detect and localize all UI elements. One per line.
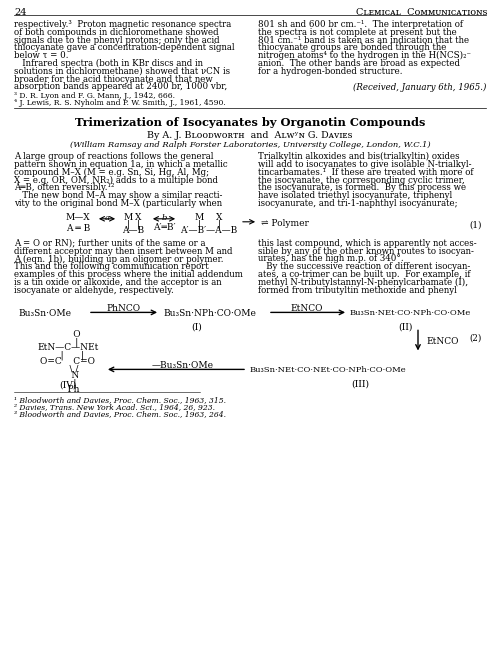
Text: X = e.g. OR, OM, NR₂) adds to a multiple bond: X = e.g. OR, OM, NR₂) adds to a multiple…	[14, 176, 218, 185]
Text: is a tin oxide or alkoxide, and the acceptor is an: is a tin oxide or alkoxide, and the acce…	[14, 278, 222, 287]
Text: This and the following communication report: This and the following communication rep…	[14, 262, 209, 271]
Text: ³ Bloodworth and Davies, Proc. Chem. Soc., 1963, 264.: ³ Bloodworth and Davies, Proc. Chem. Soc…	[14, 411, 226, 419]
Text: EtNCO: EtNCO	[426, 337, 458, 346]
Text: b: b	[162, 214, 166, 222]
Text: nitrogen atoms⁴ to the hydrogen in the H(NCS)₂⁻: nitrogen atoms⁴ to the hydrogen in the H…	[258, 51, 471, 60]
Text: EtN—C—NEt: EtN—C—NEt	[38, 343, 98, 352]
Text: A′—B′—A—B: A′—B′—A—B	[180, 226, 238, 234]
Text: for a hydrogen-bonded structure.: for a hydrogen-bonded structure.	[258, 67, 402, 76]
Text: Bu₃Sn·NEt·CO·NEt·CO·NPh·CO·OMe: Bu₃Sn·NEt·CO·NEt·CO·NPh·CO·OMe	[250, 366, 406, 375]
Text: (1): (1)	[470, 221, 482, 230]
Text: formed from tributyltin methoxide and phenyl: formed from tributyltin methoxide and ph…	[258, 286, 457, 295]
Text: compound M–X (M = e.g. Sn, Si, Hg, Al, Mg;: compound M–X (M = e.g. Sn, Si, Hg, Al, M…	[14, 168, 209, 177]
Text: |      |: | |	[52, 350, 84, 360]
Text: Bu₃Sn·NPh·CO·OMe: Bu₃Sn·NPh·CO·OMe	[163, 309, 256, 318]
Text: different acceptor may then insert between M and: different acceptor may then insert betwe…	[14, 246, 232, 255]
Text: ³ D. R. Lyon and F. G. Mann, J., 1942, 666.: ³ D. R. Lyon and F. G. Mann, J., 1942, 6…	[14, 92, 175, 100]
Text: the spectra is not complete at present but the: the spectra is not complete at present b…	[258, 28, 457, 37]
Text: a: a	[104, 214, 110, 222]
Text: urates, has the high m.p. of 340°.: urates, has the high m.p. of 340°.	[258, 254, 404, 263]
Text: M—X: M—X	[66, 213, 90, 222]
Text: PhNCO: PhNCO	[107, 305, 141, 313]
Text: |: |	[136, 220, 140, 229]
Text: Bu₃Sn·OMe: Bu₃Sn·OMe	[18, 309, 71, 318]
Text: 801 cm.⁻¹ band is taken as an indication that the: 801 cm.⁻¹ band is taken as an indication…	[258, 35, 469, 45]
Text: A—B: A—B	[122, 226, 144, 234]
Text: M: M	[124, 213, 132, 222]
Text: EtNCO: EtNCO	[291, 305, 323, 313]
Text: A ═ B: A ═ B	[66, 224, 90, 233]
Text: 24: 24	[14, 8, 26, 17]
Text: below τ = 0.: below τ = 0.	[14, 51, 68, 60]
Text: A═B, often reversibly.¹²: A═B, often reversibly.¹²	[14, 183, 114, 193]
Text: |: |	[126, 220, 130, 229]
Text: Ph: Ph	[56, 385, 80, 394]
Text: will add to isocyanates to give isolable N-trialkyl-: will add to isocyanates to give isolable…	[258, 160, 472, 169]
Text: broader for the acid thiocyanate and that new: broader for the acid thiocyanate and tha…	[14, 75, 213, 84]
Text: this last compound, which is apparently not acces-: this last compound, which is apparently …	[258, 239, 476, 248]
Text: thiocyanate gave a concentration-dependent signal: thiocyanate gave a concentration-depende…	[14, 43, 234, 52]
Text: the isocyanate, the corresponding cyclic trimer,: the isocyanate, the corresponding cyclic…	[258, 176, 465, 185]
Text: solutions in dichloromethane) showed that νCN is: solutions in dichloromethane) showed tha…	[14, 67, 230, 76]
Text: |: |	[198, 220, 200, 229]
Text: A (eqn. 1b), building up an oligomer or polymer.: A (eqn. 1b), building up an oligomer or …	[14, 254, 224, 263]
Text: A′═B′: A′═B′	[153, 223, 176, 232]
Text: (III): (III)	[351, 379, 369, 388]
Text: thiocyanate groups are bonded through the: thiocyanate groups are bonded through th…	[258, 43, 446, 52]
Text: 801 sh and 600 br cm.⁻¹.  The interpretation of: 801 sh and 600 br cm.⁻¹. The interpretat…	[258, 20, 463, 29]
Text: Infrared spectra (both in KBr discs and in: Infrared spectra (both in KBr discs and …	[14, 59, 203, 68]
Text: the isocyanurate, is formed.  By this process we: the isocyanurate, is formed. By this pro…	[258, 183, 466, 193]
Text: respectively.³  Proton magnetic resonance spectra: respectively.³ Proton magnetic resonance…	[14, 20, 231, 29]
Text: methyl N-tributylstannyl-N-phenylcarbamate (I),: methyl N-tributylstannyl-N-phenylcarbama…	[258, 278, 468, 287]
Text: ⇌ Polymer: ⇌ Polymer	[261, 219, 309, 228]
Text: O: O	[56, 330, 80, 339]
Text: isocyanurate, and tri-1-naphthyl isocyanurate;: isocyanurate, and tri-1-naphthyl isocyan…	[258, 199, 458, 208]
Text: Bu₃Sn·NEt·CO·NPh·CO·OMe: Bu₃Sn·NEt·CO·NPh·CO·OMe	[350, 309, 471, 318]
Text: (IV): (IV)	[60, 381, 76, 390]
Text: |: |	[218, 220, 220, 229]
Text: ¹ Bloodworth and Davies, Proc. Chem. Soc., 1963, 315.: ¹ Bloodworth and Davies, Proc. Chem. Soc…	[14, 396, 226, 404]
Text: signals due to the phenyl protons; only the acid: signals due to the phenyl protons; only …	[14, 35, 220, 45]
Text: X: X	[135, 213, 141, 222]
Text: sible by any of the other known routes to isocyan-: sible by any of the other known routes t…	[258, 246, 474, 255]
Text: examples of this process where the initial addendum: examples of this process where the initi…	[14, 270, 243, 279]
Text: isocyanate or aldehyde, respectively.: isocyanate or aldehyde, respectively.	[14, 286, 174, 295]
Text: ² Davies, Trans. New York Acad. Sci., 1964, 26, 923.: ² Davies, Trans. New York Acad. Sci., 19…	[14, 403, 215, 411]
Text: of both compounds in dichloromethane showed: of both compounds in dichloromethane sho…	[14, 28, 218, 37]
Text: vity to the original bond M–X (particularly when: vity to the original bond M–X (particula…	[14, 199, 222, 208]
Text: absorption bands appeared at 2400 br, 1000 vbr,: absorption bands appeared at 2400 br, 10…	[14, 83, 227, 92]
Text: A large group of reactions follows the general: A large group of reactions follows the g…	[14, 152, 213, 161]
Text: M: M	[194, 213, 203, 222]
Text: (I): (I)	[192, 322, 202, 331]
Text: (II): (II)	[398, 322, 412, 331]
Text: Cʟᴇᴍɪᴄᴀʟ  Cᴏᴍᴍᴜɴɪᴄᴀᴛɪᴏɴѕ: Cʟᴇᴍɪᴄᴀʟ Cᴏᴍᴍᴜɴɪᴄᴀᴛɪᴏɴѕ	[356, 8, 488, 17]
Text: (Received, January 6th, 1965.): (Received, January 6th, 1965.)	[352, 83, 486, 92]
Text: tincarbamates.¹  If these are treated with more of: tincarbamates.¹ If these are treated wit…	[258, 168, 474, 177]
Text: pattern shown in equation 1a, in which a metallic: pattern shown in equation 1a, in which a…	[14, 160, 228, 169]
Text: |: |	[58, 337, 78, 347]
Text: N: N	[57, 371, 79, 381]
Text: X: X	[216, 213, 222, 222]
Text: The new bond M–A may show a similar reacti-: The new bond M–A may show a similar reac…	[14, 191, 222, 200]
Text: Trialkyltin alkoxides and bis(trialkyltin) oxides: Trialkyltin alkoxides and bis(trialkylti…	[258, 152, 460, 161]
Text: |: |	[60, 379, 76, 388]
Text: A = O or RN); further units of the same or a: A = O or RN); further units of the same …	[14, 239, 205, 248]
Text: ates, a co-trimer can be built up.  For example, if: ates, a co-trimer can be built up. For e…	[258, 270, 470, 279]
Text: Trimerization of Isocyanates by Organotin Compounds: Trimerization of Isocyanates by Organoti…	[75, 117, 425, 128]
Text: ⁴ J. Lewis, R. S. Nyholm and P. W. Smith, J., 1961, 4590.: ⁴ J. Lewis, R. S. Nyholm and P. W. Smith…	[14, 99, 226, 107]
Text: (2): (2)	[470, 333, 482, 343]
Text: (William Ramsay and Ralph Forster Laboratories, University College, London, W.C.: (William Ramsay and Ralph Forster Labora…	[70, 141, 430, 149]
Text: \ /: \ /	[58, 364, 78, 373]
Text: By the successive reaction of different isocyan-: By the successive reaction of different …	[258, 262, 470, 271]
Text: have isolated triethyl isocyanurate, triphenyl: have isolated triethyl isocyanurate, tri…	[258, 191, 452, 200]
Text: anion.  The other bands are broad as expected: anion. The other bands are broad as expe…	[258, 59, 460, 68]
Text: O=C    C=O: O=C C=O	[40, 358, 96, 366]
Text: By A. J. Bʟᴏᴏᴅwᴏʀᴛʜ  and  Aʟᴡʸɴ G. Dᴀᴠɪᴇs: By A. J. Bʟᴏᴏᴅwᴏʀᴛʜ and Aʟᴡʸɴ G. Dᴀᴠɪᴇs	[147, 131, 353, 140]
Text: —Bu₃Sn·OMe: —Bu₃Sn·OMe	[152, 362, 214, 370]
